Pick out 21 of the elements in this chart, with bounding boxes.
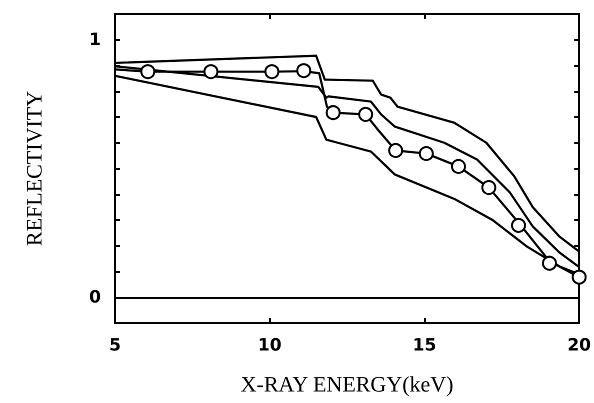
- point: [511, 218, 526, 233]
- point: [572, 270, 587, 285]
- x-tick-label: 5: [109, 336, 121, 356]
- x-tick-label: 10: [258, 336, 282, 356]
- y-tick-label: 1: [89, 30, 101, 50]
- point: [296, 63, 312, 78]
- point: [418, 146, 434, 162]
- point: [203, 64, 218, 80]
- point: [451, 158, 466, 174]
- x-tick-label: 15: [412, 336, 436, 356]
- x-tick-label: 20: [567, 336, 592, 356]
- point: [388, 142, 404, 158]
- point: [542, 256, 557, 271]
- y-axis-title: REFLECTIVITY: [22, 90, 46, 246]
- point: [481, 180, 496, 196]
- point: [358, 106, 374, 122]
- point: [326, 105, 341, 120]
- x-axis-title: X-RAY ENERGY(keV): [240, 372, 454, 396]
- point: [264, 64, 280, 80]
- y-tick-label: 0: [89, 287, 102, 308]
- point: [140, 64, 156, 80]
